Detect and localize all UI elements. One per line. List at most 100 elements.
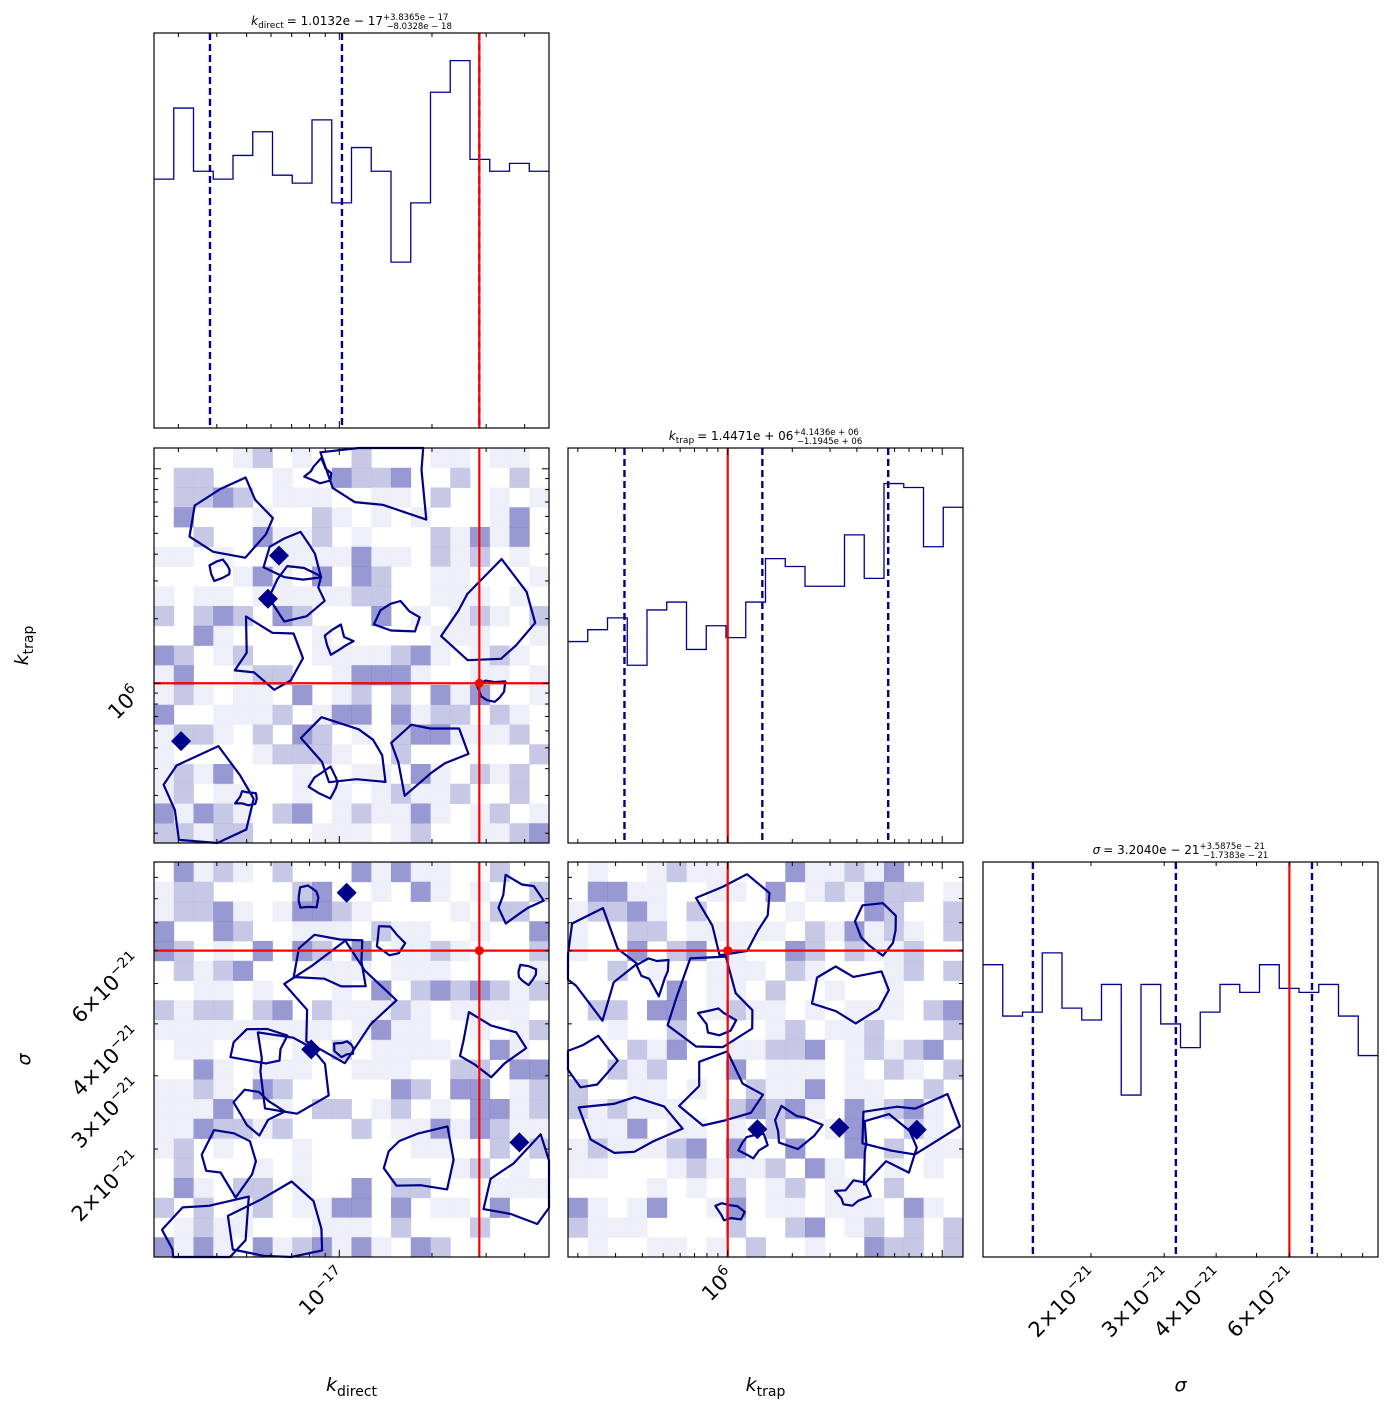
density-cell xyxy=(529,1079,550,1100)
density-cell xyxy=(272,586,293,607)
density-cell xyxy=(312,1020,333,1041)
density-cell xyxy=(785,1039,806,1060)
density-cell xyxy=(312,487,333,508)
density-cell xyxy=(509,764,530,785)
density-cell xyxy=(509,1059,530,1080)
density-cell xyxy=(252,1059,273,1080)
density-cell xyxy=(193,901,214,922)
contour-line xyxy=(229,1027,289,1065)
density-cell xyxy=(233,823,254,844)
density-cell xyxy=(331,1000,352,1021)
density-cell xyxy=(371,586,392,607)
contour-line xyxy=(635,957,670,998)
density-cell xyxy=(430,960,451,981)
density-cell xyxy=(371,1099,392,1120)
density-cell xyxy=(331,1237,352,1258)
density-cell xyxy=(627,1079,648,1100)
density-cell xyxy=(805,1158,826,1179)
density-cell xyxy=(233,645,254,666)
density-cell xyxy=(627,1217,648,1238)
density-cell xyxy=(272,1079,293,1100)
density-cell xyxy=(410,1079,431,1100)
density-cell xyxy=(943,1237,964,1258)
density-cell xyxy=(292,1237,313,1258)
density-cell xyxy=(331,685,352,706)
density-cell xyxy=(391,704,412,725)
density-cell xyxy=(884,1039,905,1060)
density-cell xyxy=(351,685,372,706)
density-cell xyxy=(844,1039,865,1060)
density-cell xyxy=(765,1158,786,1179)
density-cell xyxy=(923,1138,944,1159)
density-cell xyxy=(844,1118,865,1139)
density-cell xyxy=(351,1178,372,1199)
density-cell xyxy=(312,881,333,902)
density-cell xyxy=(450,546,471,567)
density-cell xyxy=(726,1158,747,1179)
density-cell xyxy=(647,1059,668,1080)
density-cell xyxy=(607,1000,628,1021)
density-cell xyxy=(884,960,905,981)
density-cell xyxy=(450,980,471,1001)
density-cell xyxy=(391,546,412,567)
density-cell xyxy=(213,1118,234,1139)
density-cell xyxy=(627,901,648,922)
density-cell xyxy=(292,764,313,785)
density-cell xyxy=(292,1020,313,1041)
density-cell xyxy=(371,862,392,883)
density-cell xyxy=(666,1237,687,1258)
density-cell xyxy=(391,467,412,488)
density-cell xyxy=(391,862,412,883)
density-cell xyxy=(252,724,273,745)
density-cell xyxy=(923,1118,944,1139)
density-cell xyxy=(430,645,451,666)
density-cell xyxy=(213,645,234,666)
density-peak xyxy=(509,1132,530,1153)
density-cell xyxy=(391,1118,412,1139)
x-axis-label-sigma: σ xyxy=(1174,1374,1187,1396)
density-cell xyxy=(430,862,451,883)
density-cell xyxy=(765,921,786,942)
density-cell xyxy=(864,921,885,942)
density-cell xyxy=(489,823,510,844)
density-cell xyxy=(154,1118,175,1139)
density-cell xyxy=(489,862,510,883)
density-cell xyxy=(824,921,845,942)
density-cell xyxy=(706,1000,727,1021)
density-cell xyxy=(529,1118,550,1139)
density-cell xyxy=(351,527,372,548)
density-cell xyxy=(213,625,234,646)
density-cell xyxy=(351,1217,372,1238)
density-cell xyxy=(351,803,372,824)
density-cell xyxy=(272,487,293,508)
contour-line xyxy=(299,716,387,784)
density-cell xyxy=(213,921,234,942)
density-cell xyxy=(292,1158,313,1179)
contour-line xyxy=(233,615,305,691)
density-cell xyxy=(587,1138,608,1159)
density-cell xyxy=(824,1197,845,1218)
density-cell xyxy=(430,566,451,587)
density-cell xyxy=(193,1217,214,1238)
density-cell xyxy=(351,1059,372,1080)
density-cell xyxy=(706,980,727,1001)
density-cell xyxy=(765,1118,786,1139)
density-cell xyxy=(272,744,293,765)
density-cell xyxy=(430,685,451,706)
contour-line xyxy=(226,1180,324,1259)
density-cell xyxy=(292,606,313,627)
density-cell xyxy=(785,1059,806,1080)
density-cell xyxy=(450,467,471,488)
density-cell xyxy=(351,1020,372,1041)
density-cell xyxy=(884,921,905,942)
density-cell xyxy=(351,566,372,587)
density-cell xyxy=(607,881,628,902)
density-cell xyxy=(529,803,550,824)
density-cell xyxy=(647,1099,668,1120)
density-cell xyxy=(193,1178,214,1199)
density-cell xyxy=(272,862,293,883)
density-cell xyxy=(430,980,451,1001)
density-cell xyxy=(391,665,412,686)
density-cell xyxy=(943,1020,964,1041)
density-cell xyxy=(252,1000,273,1021)
